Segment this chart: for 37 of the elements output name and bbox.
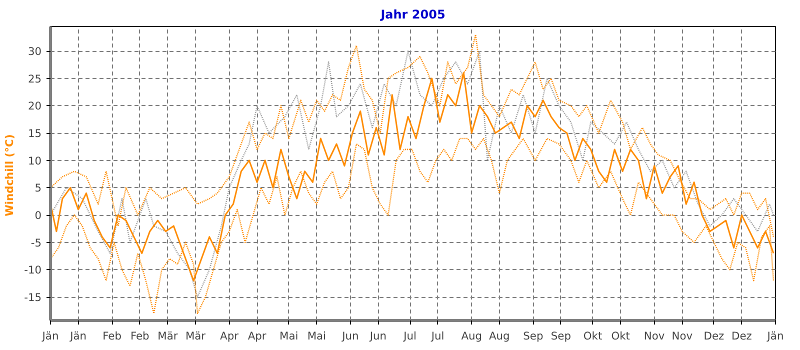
x-tick-label: Jun — [341, 330, 359, 342]
x-tick-label: Jul — [430, 330, 444, 342]
x-tick-label: Feb — [102, 330, 122, 342]
x-tick-label: Nov — [672, 330, 693, 342]
y-tick-label: 25 — [28, 72, 42, 86]
x-tick-label: Feb — [130, 330, 150, 342]
y-tick-label: 30 — [28, 45, 42, 58]
chart-title: Jahr 2005 — [380, 8, 446, 22]
x-tick-label: Mär — [185, 330, 206, 342]
x-tick-label: Jul — [402, 330, 416, 342]
y-tick-label: 0 — [34, 209, 42, 222]
x-tick-label: Apr — [248, 330, 267, 342]
x-tick-label: Aug — [461, 330, 482, 342]
y-tick-label: 15 — [28, 127, 42, 140]
y-tick-label: -15 — [24, 291, 42, 304]
x-tick-label: Okt — [611, 330, 630, 342]
y-tick-label: -10 — [24, 264, 42, 277]
y-tick-label: 20 — [28, 100, 42, 113]
x-tick-label: Mär — [158, 330, 178, 342]
x-tick-label: Mai — [280, 330, 298, 342]
y-tick-label: 10 — [28, 154, 42, 168]
x-tick-label: Nov — [644, 330, 665, 342]
x-tick-label: Aug — [489, 330, 510, 342]
x-tick-label: Dez — [732, 330, 752, 342]
x-tick-label: Dez — [704, 330, 725, 342]
y-tick-label: 5 — [34, 182, 42, 195]
x-tick-label: Mai — [307, 330, 326, 342]
x-tick-label: Apr — [220, 330, 240, 342]
y-tick-label: -5 — [30, 236, 42, 250]
x-tick-label: Jun — [368, 330, 387, 342]
x-tick-label: Jän — [69, 330, 87, 342]
x-tick-label: Sep — [550, 330, 572, 342]
x-tick-label: Okt — [583, 330, 602, 342]
y-axis-title: Windchill (°C) — [3, 134, 16, 216]
x-tick-label: Jän — [766, 330, 784, 342]
x-tick-label: Jän — [41, 330, 59, 342]
x-tick-label: Sep — [523, 330, 544, 342]
